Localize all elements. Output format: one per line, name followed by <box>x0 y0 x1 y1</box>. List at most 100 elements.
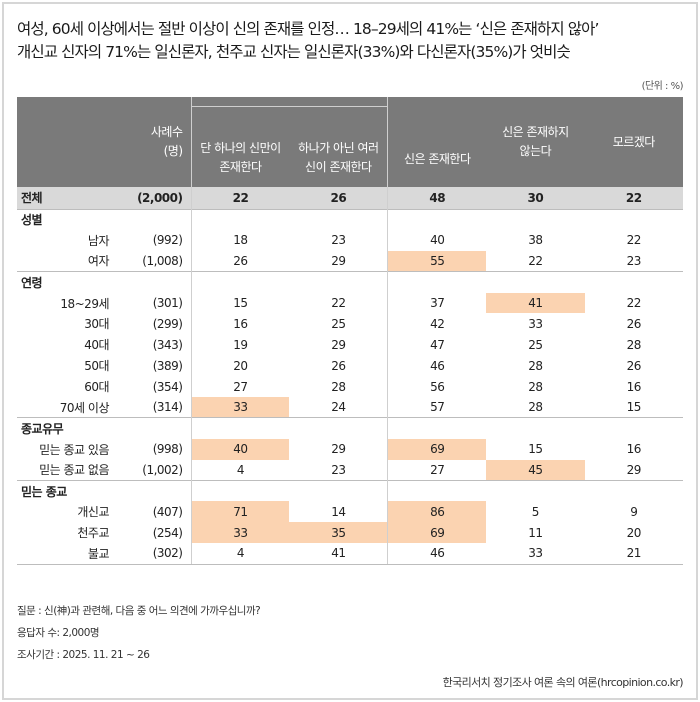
note-respondents: 응답자 수: 2,000명 <box>17 627 100 639</box>
cell: 5 <box>531 504 540 519</box>
cell: 27 <box>190 376 290 398</box>
cell: 40 <box>387 229 487 251</box>
cell: 57 <box>387 397 487 418</box>
title-line-1: 여성, 60세 이상에서는 절반 이상이 신의 존재를 인정… 18–29세의 … <box>17 20 599 38</box>
cell: 20 <box>626 525 642 540</box>
table-row: 천주교 (254) 33 35 69 11 20 <box>17 522 683 544</box>
cell: 30 <box>486 187 585 209</box>
group-label: 연령 <box>17 271 191 293</box>
cell: 55 <box>387 250 487 272</box>
row-sample: (998) <box>152 442 183 457</box>
table-row: 개신교 (407) 71 14 86 5 9 <box>17 501 683 523</box>
cell: 9 <box>630 504 638 519</box>
cell: 16 <box>190 313 290 335</box>
table-row: 믿는 종교 있음 (998) 40 29 69 15 16 <box>17 438 683 460</box>
header-subgroup-line <box>191 106 388 107</box>
cell: 26 <box>190 250 290 272</box>
cell: 25 <box>331 316 346 331</box>
cell: 16 <box>626 379 642 394</box>
title-line-2: 개신교 신자의 71%는 일신론자, 천주교 신자는 일신론자(33%)와 다신… <box>17 43 571 61</box>
cell: 22 <box>626 296 642 310</box>
cell: 23 <box>331 462 346 477</box>
cell: 33 <box>486 543 585 565</box>
total-row: 전체 (2,000) 22 26 48 30 22 <box>17 187 683 209</box>
row-label: 18~29세 <box>60 296 109 311</box>
cell: 14 <box>331 504 346 519</box>
cell: 26 <box>626 316 642 331</box>
row-label: 불교 <box>17 543 117 565</box>
row-sample: (254) <box>152 525 183 540</box>
row-sample: (343) <box>152 337 183 352</box>
cell: 29 <box>331 337 346 352</box>
cell: 69 <box>387 522 487 544</box>
row-label: 전체 <box>17 187 117 209</box>
cell: 23 <box>626 253 642 268</box>
row-label: 30대 <box>84 317 109 332</box>
row-label: 60대 <box>84 380 109 395</box>
table-body: 전체 (2,000) 22 26 48 30 22 성별 남자 (992) 18 23 4… <box>17 187 683 565</box>
notes: 질문 : 신(神)과 관련해, 다음 중 어느 의견에 가까우십니까? 응답자 … <box>17 600 261 666</box>
cell: 23 <box>331 233 346 248</box>
cell: 42 <box>387 313 487 335</box>
row-label: 여자 <box>87 254 110 269</box>
cell: 48 <box>387 187 487 209</box>
cell: 15 <box>190 292 290 314</box>
group-header-row: 믿는 종교 <box>17 480 683 502</box>
cell: 18 <box>190 229 290 251</box>
cell: 41 <box>289 543 388 565</box>
row-label: 40대 <box>84 338 109 353</box>
table-row: 70세 이상 (314) 33 24 57 28 15 <box>17 397 683 418</box>
cell: 41 <box>486 292 585 314</box>
row-label: 믿는 종교 없음 <box>39 463 109 478</box>
cell: 40 <box>190 438 290 460</box>
row-label: 개신교 <box>77 505 109 520</box>
header-col-1: 단 하나의 신만이 존재한다 <box>190 97 290 187</box>
note-question: 질문 : 신(神)과 관련해, 다음 중 어느 의견에 가까우십니까? <box>17 605 261 617</box>
cell: 29 <box>331 442 346 457</box>
row-label: 70세 이상 <box>59 400 110 415</box>
row-label: 천주교 <box>77 526 109 541</box>
cell: 71 <box>190 501 290 523</box>
cell: 28 <box>528 400 543 415</box>
figure-title: 여성, 60세 이상에서는 절반 이상이 신의 존재를 인정… 18–29세의 … <box>17 18 599 64</box>
table-row: 50대 (389) 20 26 46 28 26 <box>17 355 683 377</box>
cell: 22 <box>584 187 683 209</box>
cell: 24 <box>331 400 346 415</box>
table-row: 18~29세 (301) 15 22 37 41 22 <box>17 292 683 314</box>
cell: 15 <box>528 442 543 457</box>
cell: 33 <box>190 397 290 418</box>
cell: 56 <box>387 376 487 398</box>
cell: 22 <box>528 253 543 268</box>
cell: 4 <box>190 543 290 565</box>
row-sample: (301) <box>152 296 183 310</box>
row-label: 믿는 종교 있음 <box>39 442 109 457</box>
results-table: 사례수 (명) 단 하나의 신만이 존재한다 하나가 아닌 여러 신이 존재한다… <box>17 97 683 565</box>
cell: 22 <box>331 296 346 310</box>
row-sample: (1,002) <box>142 462 183 477</box>
row-label: 남자 <box>87 233 110 248</box>
cell: 26 <box>289 187 388 209</box>
cell: 26 <box>331 358 346 373</box>
cell: 38 <box>528 233 543 248</box>
table-row: 불교 (302) 4 41 46 33 21 <box>17 543 683 565</box>
header-blank <box>17 97 117 187</box>
cell: 21 <box>584 543 683 565</box>
cell: 20 <box>190 355 290 377</box>
row-sample: (299) <box>152 316 183 331</box>
cell: 69 <box>387 438 487 460</box>
group-header-row: 성별 <box>17 208 683 230</box>
group-header-row: 종교유무 <box>17 417 683 439</box>
cell: 28 <box>626 337 642 352</box>
cell: 47 <box>387 334 487 356</box>
row-sample: (407) <box>152 504 183 519</box>
row-sample: (2,000) <box>117 187 191 209</box>
unit-label: (단위 : %) <box>641 81 684 92</box>
cell: 28 <box>528 358 543 373</box>
cell: 22 <box>626 233 642 248</box>
cell: 15 <box>626 400 642 415</box>
table-row: 60대 (354) 27 28 56 28 16 <box>17 376 683 398</box>
cell: 37 <box>387 292 487 314</box>
cell: 86 <box>387 501 487 523</box>
cell: 16 <box>626 442 642 457</box>
